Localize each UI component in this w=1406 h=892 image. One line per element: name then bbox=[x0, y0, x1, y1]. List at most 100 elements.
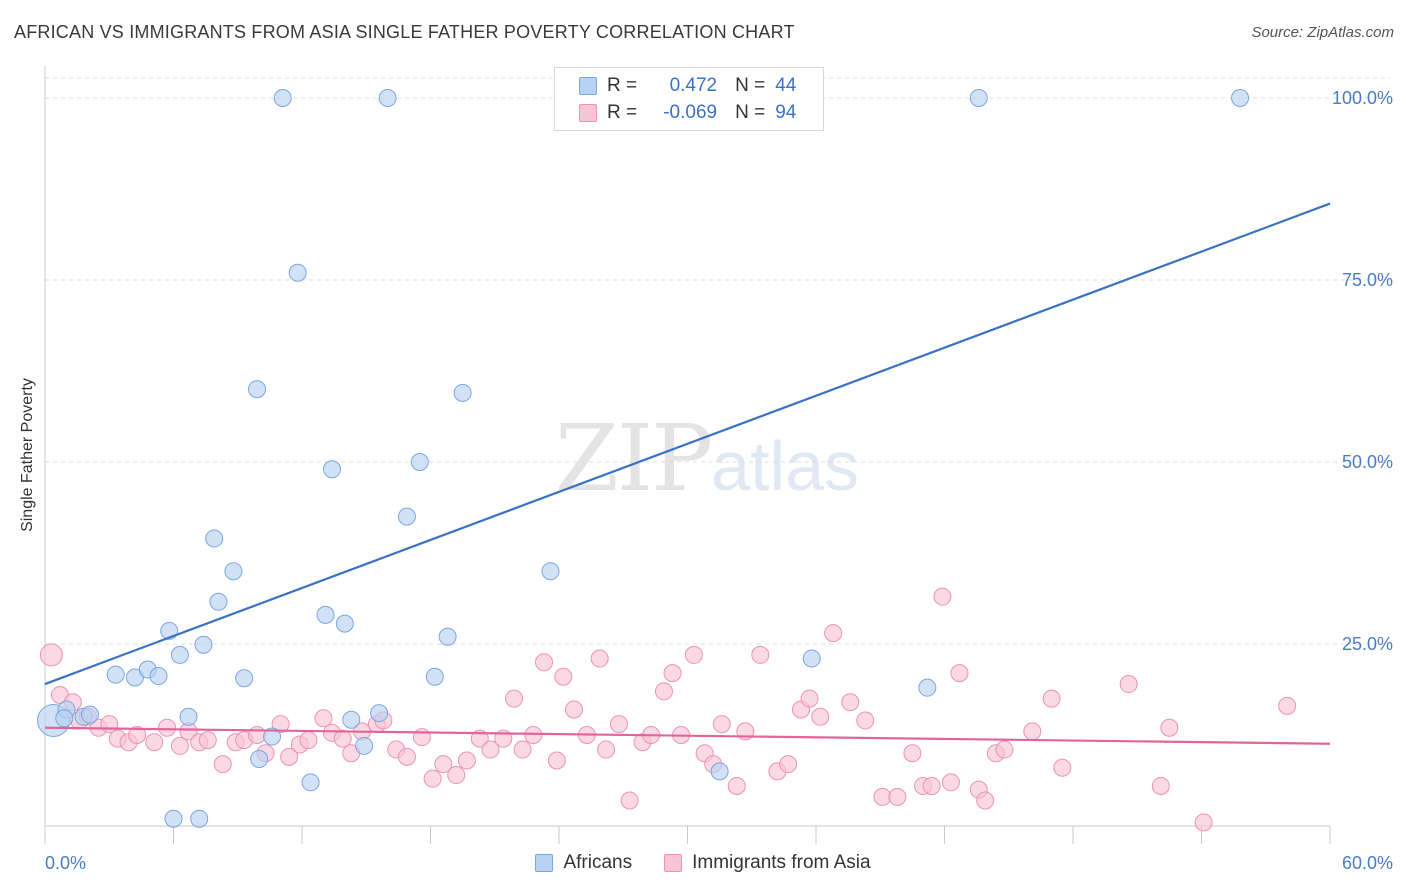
point-asia bbox=[841, 693, 860, 712]
point-africans bbox=[235, 669, 254, 688]
point-asia bbox=[423, 769, 442, 788]
point-africans bbox=[194, 635, 213, 654]
point-asia bbox=[447, 766, 466, 785]
watermark: ZIPatlas bbox=[555, 405, 859, 512]
point-asia bbox=[590, 649, 609, 668]
watermark-zip: ZIP bbox=[555, 405, 713, 512]
series-legend: Africans Immigrants from Asia bbox=[0, 852, 1406, 874]
point-africans bbox=[80, 705, 99, 724]
point-asia bbox=[941, 773, 960, 792]
point-africans bbox=[453, 383, 472, 402]
legend-r-label: R = bbox=[607, 75, 638, 96]
point-asia bbox=[457, 751, 476, 770]
point-asia bbox=[684, 645, 703, 664]
point-asia bbox=[1042, 689, 1061, 708]
point-asia bbox=[524, 726, 543, 744]
point-asia bbox=[513, 740, 532, 759]
point-africans bbox=[273, 89, 292, 107]
legend-label-asia: Immigrants from Asia bbox=[692, 852, 871, 873]
point-asia bbox=[213, 755, 232, 774]
point-africans bbox=[918, 678, 937, 697]
correlation-legend: R = 0.472 N = 44 R = -0.069 N = 94 bbox=[554, 67, 824, 131]
legend-n-value: 94 bbox=[775, 102, 797, 123]
point-africans bbox=[179, 707, 198, 726]
source-label: Source: ZipAtlas.com bbox=[1251, 24, 1394, 41]
point-africans bbox=[190, 809, 209, 828]
point-asia bbox=[271, 715, 290, 734]
point-asia bbox=[535, 653, 554, 672]
point-africans bbox=[209, 592, 228, 611]
point-asia bbox=[280, 747, 299, 766]
point-asia bbox=[597, 740, 616, 759]
y-tick-label: 25.0% bbox=[1342, 634, 1393, 654]
point-africans bbox=[149, 667, 168, 686]
legend-swatch-africans bbox=[535, 854, 554, 872]
point-asia bbox=[170, 736, 189, 755]
legend-swatch-africans bbox=[579, 77, 597, 95]
point-asia bbox=[128, 726, 147, 744]
point-africans bbox=[316, 605, 335, 624]
point-asia bbox=[1053, 758, 1072, 777]
point-asia bbox=[145, 733, 164, 752]
legend-swatch-asia bbox=[664, 854, 683, 872]
point-asia bbox=[873, 787, 892, 806]
point-asia bbox=[554, 667, 573, 686]
legend-n-label: N = bbox=[735, 102, 766, 123]
point-asia bbox=[976, 791, 995, 810]
point-asia bbox=[663, 664, 682, 683]
y-tick-label: 50.0% bbox=[1342, 452, 1393, 472]
point-africans bbox=[710, 762, 729, 781]
point-africans bbox=[969, 89, 988, 107]
legend-n-value: 44 bbox=[775, 75, 797, 96]
point-africans bbox=[370, 704, 389, 723]
point-asia bbox=[950, 664, 969, 683]
point-asia bbox=[1160, 718, 1179, 737]
point-asia bbox=[1119, 675, 1138, 694]
point-asia bbox=[995, 740, 1014, 759]
legend-r-label: R = bbox=[607, 102, 638, 123]
y-tick-label: 100.0% bbox=[1332, 88, 1393, 108]
point-asia bbox=[1023, 722, 1042, 741]
point-asia bbox=[412, 728, 431, 747]
point-asia bbox=[933, 587, 952, 606]
point-africans bbox=[205, 529, 224, 548]
point-asia bbox=[564, 700, 583, 719]
point-asia bbox=[824, 624, 843, 643]
legend-r-value: -0.069 bbox=[663, 102, 718, 123]
x-tick-label: 60.0% bbox=[1342, 853, 1393, 873]
point-asia bbox=[922, 776, 941, 795]
point-africans bbox=[170, 645, 189, 664]
point-asia bbox=[299, 731, 318, 750]
watermark-atlas: atlas bbox=[711, 427, 860, 505]
point-africans bbox=[301, 773, 320, 792]
point-asia bbox=[620, 791, 639, 810]
point-africans bbox=[397, 507, 416, 526]
point-asia bbox=[727, 776, 746, 795]
point-africans bbox=[410, 453, 429, 471]
point-africans bbox=[378, 89, 397, 107]
point-africans bbox=[106, 665, 125, 684]
legend-swatch-asia bbox=[579, 104, 597, 122]
legend-row-asia: R = -0.069 N = 94 bbox=[579, 101, 796, 125]
point-asia bbox=[1151, 776, 1170, 795]
point-asia bbox=[397, 747, 416, 766]
point-africans bbox=[288, 263, 307, 282]
legend-item-africans[interactable]: Africans bbox=[535, 852, 632, 874]
legend-item-asia[interactable]: Immigrants from Asia bbox=[664, 852, 871, 874]
point-asia bbox=[609, 715, 628, 734]
point-africans bbox=[164, 809, 183, 828]
legend-label-africans: Africans bbox=[563, 852, 633, 873]
point-africans bbox=[224, 562, 243, 581]
point-asia bbox=[434, 755, 453, 774]
point-asia bbox=[481, 740, 500, 759]
x-tick-label: 0.0% bbox=[45, 853, 86, 873]
point-africans bbox=[355, 736, 374, 755]
point-asia bbox=[314, 709, 333, 728]
point-asia bbox=[800, 689, 819, 708]
point-asia bbox=[1278, 696, 1297, 715]
point-asia bbox=[856, 711, 875, 730]
point-asia bbox=[903, 744, 922, 763]
point-asia bbox=[470, 729, 489, 748]
point-asia bbox=[505, 689, 524, 708]
